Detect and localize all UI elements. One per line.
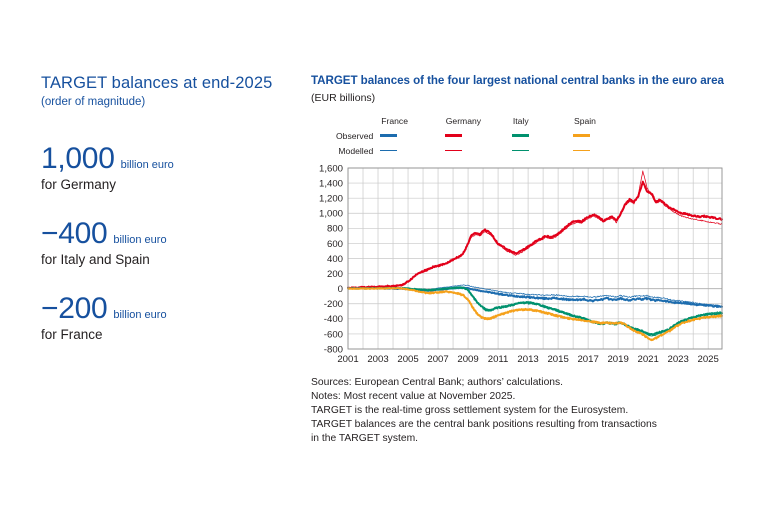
footnote-balances-definition-line1: TARGET balances are the central bank pos… bbox=[311, 419, 657, 430]
legend-table: France Germany Italy Spain Observed bbox=[336, 113, 636, 158]
series-line-germany-modelled bbox=[347, 170, 723, 289]
footnote-notes: Notes: Most recent value at November 202… bbox=[311, 391, 516, 402]
chart-header: TARGET balances of the four largest nati… bbox=[311, 74, 731, 105]
stat-label-france: for France bbox=[41, 327, 103, 343]
swatch-line-italy-modelled bbox=[511, 149, 529, 152]
series-line-italy-observed bbox=[347, 286, 723, 336]
y-axis-tick-label: 1,400 bbox=[319, 178, 343, 189]
stat-italy-spain: −400 billion euro for Italy and Spain bbox=[41, 216, 291, 268]
swatch-line-germany-observed bbox=[444, 133, 462, 138]
swatch-line-italy-observed bbox=[511, 133, 529, 138]
legend-swatch-modelled-germany bbox=[444, 143, 512, 158]
y-axis-tick-label: 400 bbox=[327, 254, 343, 265]
chart-units-label: (EUR billions) bbox=[311, 92, 376, 105]
chart-svg-canvas: -800 -600 -400 -200 0 200 400 600 800 1,000 1,200 1… bbox=[319, 163, 723, 365]
y-axis-tick-label: 1,600 bbox=[319, 163, 343, 174]
swatch-line-france-observed bbox=[380, 133, 398, 138]
x-axis-tick-label: 2009 bbox=[457, 354, 478, 365]
x-axis-tick-label: 2013 bbox=[517, 354, 538, 365]
stat-value-germany: 1,000 bbox=[41, 141, 115, 175]
stat-label-italy-spain: for Italy and Spain bbox=[41, 251, 150, 267]
chart-legend: France Germany Italy Spain Observed bbox=[336, 113, 636, 158]
legend-col-italy: Italy bbox=[512, 115, 529, 126]
legend-row-label-modelled: Modelled bbox=[338, 145, 374, 156]
legend-corner-spacer bbox=[336, 113, 380, 128]
y-axis-tick-label: 600 bbox=[327, 239, 343, 250]
swatch-line-france-modelled bbox=[380, 149, 398, 152]
swatch-line-spain-modelled bbox=[572, 149, 590, 152]
legend-swatch-observed-italy bbox=[511, 128, 573, 143]
x-axis-tick-label: 2025 bbox=[698, 354, 719, 365]
legend-swatch-observed-germany bbox=[444, 128, 512, 143]
left-summary-panel: TARGET balances at end-2025 (order of ma… bbox=[41, 74, 291, 343]
y-axis-tick-label: 200 bbox=[327, 269, 343, 280]
chart-title: TARGET balances of the four largest nati… bbox=[311, 74, 724, 87]
stat-germany: 1,000 billion euro for Germany bbox=[41, 141, 291, 193]
stat-unit-france: billion euro bbox=[113, 309, 167, 322]
footnote-balances-definition-line2: in the TARGET system. bbox=[311, 433, 419, 444]
y-axis-tick-label: 0 bbox=[338, 284, 343, 295]
stat-value-france: −200 bbox=[41, 292, 108, 326]
x-axis-tick-label: 2015 bbox=[547, 354, 568, 365]
legend-swatch-modelled-france bbox=[380, 143, 444, 158]
stat-unit-italy-spain: billion euro bbox=[113, 233, 167, 246]
y-axis-tick-label: -200 bbox=[324, 299, 343, 310]
chart-footnotes: Sources: European Central Bank; authors’… bbox=[311, 376, 726, 446]
legend-col-france: France bbox=[381, 115, 409, 126]
x-axis-tick-label: 2005 bbox=[397, 354, 418, 365]
y-axis-tick-label: -600 bbox=[324, 329, 343, 340]
x-axis-tick-label: 2007 bbox=[427, 354, 448, 365]
series-line-spain-observed bbox=[347, 287, 723, 342]
x-axis-tick-label: 2003 bbox=[367, 354, 388, 365]
legend-row-modelled: Modelled bbox=[336, 143, 636, 158]
stat-unit-germany: billion euro bbox=[120, 158, 174, 171]
swatch-line-germany-modelled bbox=[444, 149, 462, 152]
footnote-target-definition: TARGET is the real-time gross settlement… bbox=[311, 405, 629, 416]
footnote-sources: Sources: European Central Bank; authors’… bbox=[311, 377, 564, 388]
plot-frame bbox=[347, 167, 723, 350]
line-chart: -800 -600 -400 -200 0 200 400 600 800 1,000 1,200 1… bbox=[305, 163, 730, 373]
legend-row-label-observed: Observed bbox=[336, 130, 374, 141]
y-axis-tick-label: 800 bbox=[327, 224, 343, 235]
x-axis-tick-label: 2019 bbox=[607, 354, 628, 365]
stat-label-germany: for Germany bbox=[41, 176, 117, 192]
legend-col-spain: Spain bbox=[573, 115, 596, 126]
series-line-germany-observed bbox=[347, 180, 723, 290]
x-axis-tick-label: 2011 bbox=[488, 354, 509, 365]
legend-swatch-modelled-italy bbox=[511, 143, 573, 158]
legend-header-row: France Germany Italy Spain bbox=[336, 113, 636, 128]
x-axis-tick-label: 2023 bbox=[668, 354, 689, 365]
y-axis-tick-label: 1,000 bbox=[319, 209, 343, 220]
x-axis-tick-label: 2017 bbox=[577, 354, 598, 365]
swatch-line-spain-observed bbox=[572, 133, 590, 138]
legend-col-germany: Germany bbox=[445, 115, 482, 126]
stat-france: −200 billion euro for France bbox=[41, 294, 291, 343]
x-axis-tick-label: 2021 bbox=[637, 354, 658, 365]
y-axis-tick-label: -800 bbox=[324, 344, 343, 355]
panel-title: TARGET balances at end-2025 bbox=[41, 74, 273, 92]
x-axis-tick-label: 2001 bbox=[337, 354, 358, 365]
legend-swatch-observed-france bbox=[380, 128, 444, 143]
legend-swatch-modelled-spain bbox=[572, 143, 636, 158]
y-axis-tick-label: -400 bbox=[324, 314, 343, 325]
y-axis-tick-label: 1,200 bbox=[319, 194, 343, 205]
stat-value-italy-spain: −400 bbox=[41, 216, 108, 250]
panel-subtitle: (order of magnitude) bbox=[41, 95, 146, 108]
legend-swatch-observed-spain bbox=[572, 128, 636, 143]
legend-row-observed: Observed bbox=[336, 128, 636, 143]
